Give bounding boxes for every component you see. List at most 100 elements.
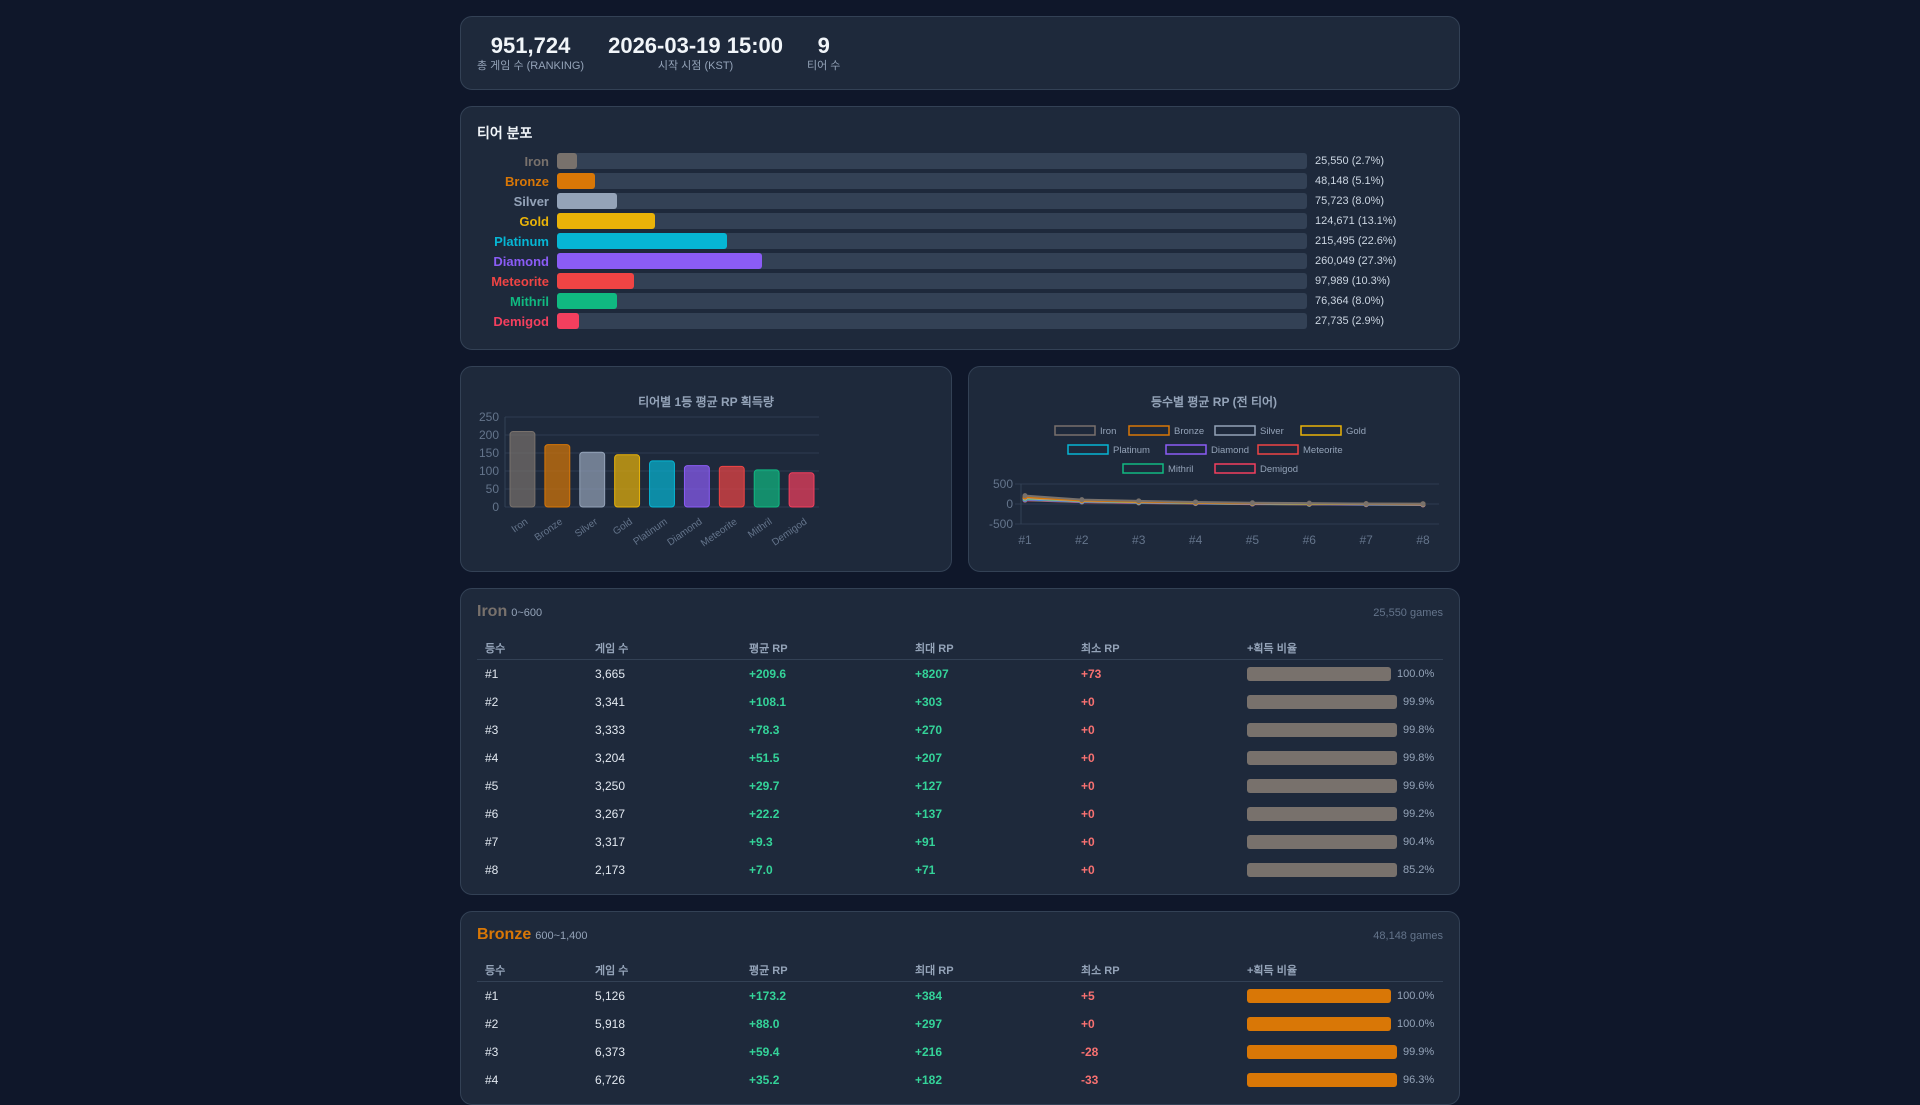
max-rp-cell: +216 [907,1038,1073,1066]
data-point[interactable] [1250,500,1255,505]
data-point[interactable] [1136,498,1141,503]
stat-value: 2026-03-19 15:00 [608,33,783,59]
stat-total-games: 951,724 총 게임 수 (RANKING) [477,33,584,73]
bar-diamond[interactable] [684,466,709,507]
ratio-wrap: 96.3% [1247,1066,1435,1094]
legend-swatch-gold[interactable] [1301,426,1341,435]
column-header[interactable]: 게임 수 [587,960,741,982]
dist-value: 48,148 (5.1%) [1307,175,1384,187]
bar-mithril[interactable] [754,470,779,507]
legend-swatch-silver[interactable] [1215,426,1255,435]
rank-cell: #4 [477,744,587,772]
y-tick-label: 150 [479,446,499,460]
ratio-wrap: 100.0% [1247,1010,1435,1038]
legend-swatch-bronze[interactable] [1129,426,1169,435]
column-header[interactable]: 최소 RP [1073,960,1239,982]
min-rp-cell: +0 [1073,772,1239,800]
stat-label: 시작 시점 (KST) [608,59,783,73]
ratio-wrap: 99.8% [1247,744,1435,772]
x-tick-label: Demigod [770,516,809,548]
tier-label: Diamond [477,254,557,269]
column-header[interactable]: +획득 비율 [1239,960,1443,982]
bar-meteorite[interactable] [719,466,744,507]
max-rp-cell: +137 [907,800,1073,828]
column-header[interactable]: 등수 [477,637,587,659]
bar-silver[interactable] [580,452,605,507]
avg-rp-cell: +78.3 [741,716,907,744]
legend-swatch-iron[interactable] [1055,426,1095,435]
bar-platinum[interactable] [650,461,675,507]
line-chart-canvas[interactable]: Iron Bronze Silver Gold Platinum Diamond Meteo… [969,367,1461,573]
ratio-wrap: 99.2% [1247,800,1435,828]
ratio-bar [1247,667,1391,681]
column-header[interactable]: 게임 수 [587,637,741,659]
dist-bar-fill [557,313,579,329]
ratio-value: 100.0% [1397,990,1434,1002]
legend-swatch-mithril[interactable] [1123,464,1163,473]
legend-label[interactable]: Bronze [1174,426,1204,437]
bar-demigod[interactable] [789,473,814,507]
ratio-bar [1247,1073,1397,1087]
legend-label[interactable]: Gold [1346,426,1366,437]
section-title: 티어 분포 [477,123,1443,143]
dist-bar-track [557,213,1307,229]
ratio-wrap: 99.8% [1247,716,1435,744]
data-point[interactable] [1023,493,1028,498]
legend-label[interactable]: Iron [1100,426,1116,437]
games-cell: 6,726 [587,1066,741,1094]
ratio-wrap: 100.0% [1247,660,1435,688]
legend-label[interactable]: Diamond [1211,445,1249,456]
column-header[interactable]: 최대 RP [907,637,1073,659]
rank-cell: #8 [477,856,587,884]
y-tick-label: 500 [993,477,1013,491]
avg-rp-cell: +108.1 [741,688,907,716]
legend-label[interactable]: Demigod [1260,464,1298,475]
legend-swatch-diamond[interactable] [1166,445,1206,454]
legend-label[interactable]: Mithril [1168,464,1193,475]
legend-swatch-meteorite[interactable] [1258,445,1298,454]
legend-label[interactable]: Silver [1260,426,1284,437]
avg-rp-cell: +35.2 [741,1066,907,1094]
data-point[interactable] [1421,501,1426,506]
legend-label[interactable]: Platinum [1113,445,1150,456]
column-header[interactable]: +획득 비율 [1239,637,1443,659]
y-tick-label: 250 [479,410,499,424]
bar-bronze[interactable] [545,445,570,507]
column-header[interactable]: 최대 RP [907,960,1073,982]
column-header[interactable]: 평균 RP [741,637,907,659]
legend-swatch-platinum[interactable] [1068,445,1108,454]
min-rp-cell: +0 [1073,744,1239,772]
data-point[interactable] [1364,501,1369,506]
max-rp-cell: +270 [907,716,1073,744]
data-point[interactable] [1307,501,1312,506]
avg-rp-cell: +7.0 [741,856,907,884]
bar-iron[interactable] [510,432,535,507]
rank-cell: #7 [477,828,587,856]
column-header[interactable]: 등수 [477,960,587,982]
legend-swatch-demigod[interactable] [1215,464,1255,473]
rank-cell: #6 [477,800,587,828]
y-tick-label: 100 [479,464,499,478]
avg-rp-cell: +88.0 [741,1010,907,1038]
column-header[interactable]: 최소 RP [1073,637,1239,659]
bar-gold[interactable] [615,455,640,507]
data-point[interactable] [1079,497,1084,502]
data-point[interactable] [1193,499,1198,504]
legend-label[interactable]: Meteorite [1303,445,1343,456]
max-rp-cell: +182 [907,1066,1073,1094]
column-header[interactable]: 평균 RP [741,960,907,982]
ratio-bar [1247,863,1397,877]
